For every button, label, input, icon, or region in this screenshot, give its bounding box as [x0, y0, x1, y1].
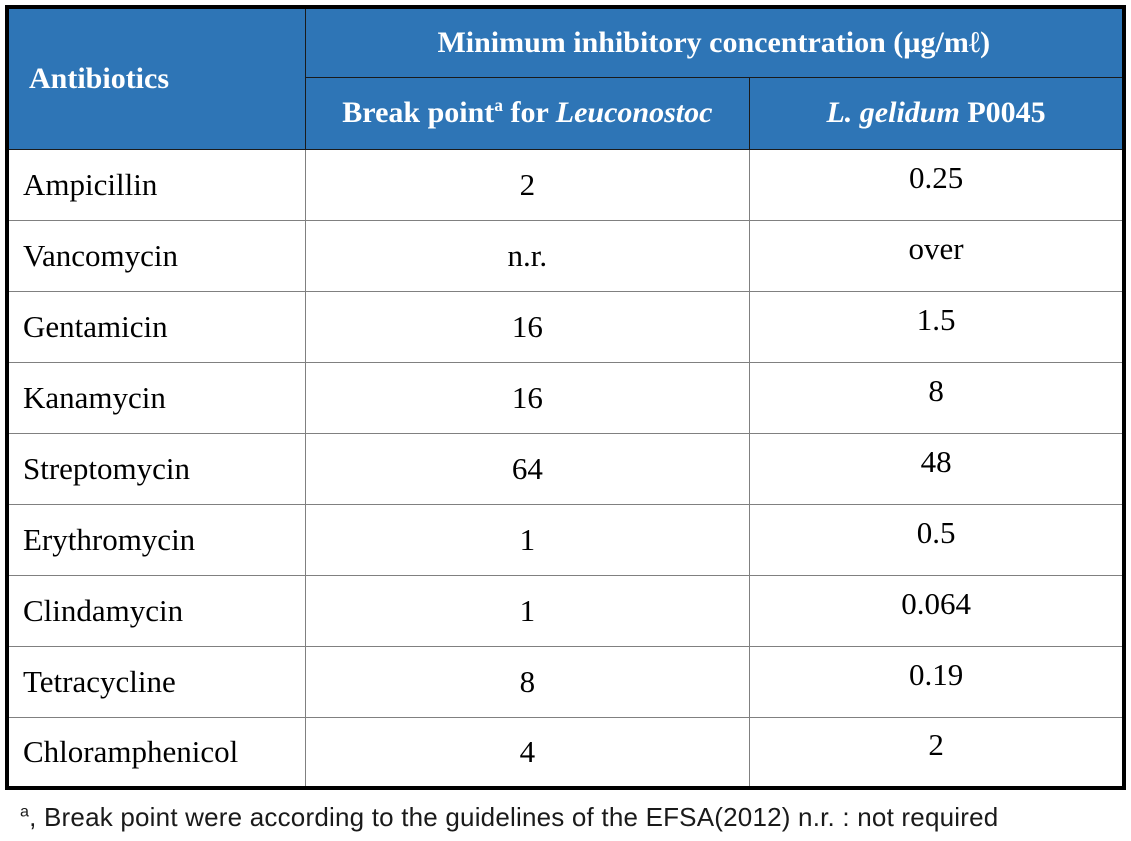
cell-mic-value: 48 [920, 443, 952, 479]
cell-mic-value: 0.5 [916, 514, 956, 550]
header-break-point: Break pointa for Leuconostoc [304, 76, 751, 150]
cell-antibiotic: Ampicillin [6, 148, 306, 221]
cell-mic: 2 [749, 716, 1125, 789]
break-point-superscript: a [494, 95, 503, 115]
table-row: Kanamycin 16 8 [6, 361, 1125, 434]
cell-antibiotic: Vancomycin [6, 219, 306, 292]
cell-mic-value: 8 [928, 372, 944, 408]
cell-break-point: 16 [304, 290, 751, 363]
break-point-text: Break point [342, 96, 495, 129]
cell-mic: 0.064 [749, 574, 1125, 647]
cell-break-point: 2 [304, 148, 751, 221]
header-mic-title: Minimum inhibitory concentration (µg/mℓ) [304, 6, 1125, 78]
cell-mic: 0.25 [749, 148, 1125, 221]
header-mic-title-label: Minimum inhibitory concentration (µg/mℓ) [437, 25, 991, 59]
cell-antibiotic: Chloramphenicol [6, 716, 306, 789]
strain-rest: P0045 [959, 96, 1046, 129]
cell-break-point: 64 [304, 432, 751, 505]
break-point-species-italic: Leuconostoc [555, 96, 713, 129]
cell-mic-value: 0.25 [908, 159, 964, 195]
cell-antibiotic: Erythromycin [6, 503, 306, 576]
cell-antibiotic: Streptomycin [6, 432, 306, 505]
cell-break-point: 4 [304, 716, 751, 789]
table-row: Gentamicin 16 1.5 [6, 290, 1125, 363]
cell-antibiotic: Kanamycin [6, 361, 306, 434]
cell-mic-value: 0.19 [908, 656, 964, 692]
cell-mic: 48 [749, 432, 1125, 505]
footnote-text: , Break point were according to the guid… [29, 802, 999, 832]
table-header: Antibiotics Minimum inhibitory concentra… [6, 6, 1125, 150]
table-row: Clindamycin 1 0.064 [6, 574, 1125, 647]
cell-mic: 1.5 [749, 290, 1125, 363]
table-row: Ampicillin 2 0.25 [6, 148, 1125, 221]
table-body: Ampicillin 2 0.25 Vancomycin n.r. over G… [6, 148, 1125, 789]
footnote: a, Break point were according to the gui… [20, 802, 1125, 833]
table-row: Erythromycin 1 0.5 [6, 503, 1125, 576]
cell-break-point: 8 [304, 645, 751, 718]
cell-mic-value: 2 [928, 726, 944, 762]
table-row: Tetracycline 8 0.19 [6, 645, 1125, 718]
footnote-superscript: a [20, 802, 30, 821]
cell-mic: 8 [749, 361, 1125, 434]
cell-mic: over [749, 219, 1125, 292]
cell-mic: 0.5 [749, 503, 1125, 576]
header-antibiotics: Antibiotics [6, 6, 306, 150]
break-point-mid: for [502, 96, 556, 129]
cell-break-point: n.r. [304, 219, 751, 292]
table-row: Chloramphenicol 4 2 [6, 716, 1125, 789]
cell-break-point: 1 [304, 503, 751, 576]
cell-mic-value: over [908, 230, 964, 266]
header-strain: L. gelidum P0045 [749, 76, 1125, 150]
header-antibiotics-label: Antibiotics [29, 61, 170, 95]
cell-antibiotic: Tetracycline [6, 645, 306, 718]
strain-species-italic: L. gelidum [826, 96, 960, 129]
mic-table: Antibiotics Minimum inhibitory concentra… [5, 5, 1126, 790]
cell-break-point: 16 [304, 361, 751, 434]
cell-mic-value: 0.064 [901, 585, 971, 621]
table-row: Vancomycin n.r. over [6, 219, 1125, 292]
cell-antibiotic: Gentamicin [6, 290, 306, 363]
cell-break-point: 1 [304, 574, 751, 647]
table-row: Streptomycin 64 48 [6, 432, 1125, 505]
cell-mic: 0.19 [749, 645, 1125, 718]
cell-mic-value: 1.5 [916, 301, 956, 337]
cell-antibiotic: Clindamycin [6, 574, 306, 647]
